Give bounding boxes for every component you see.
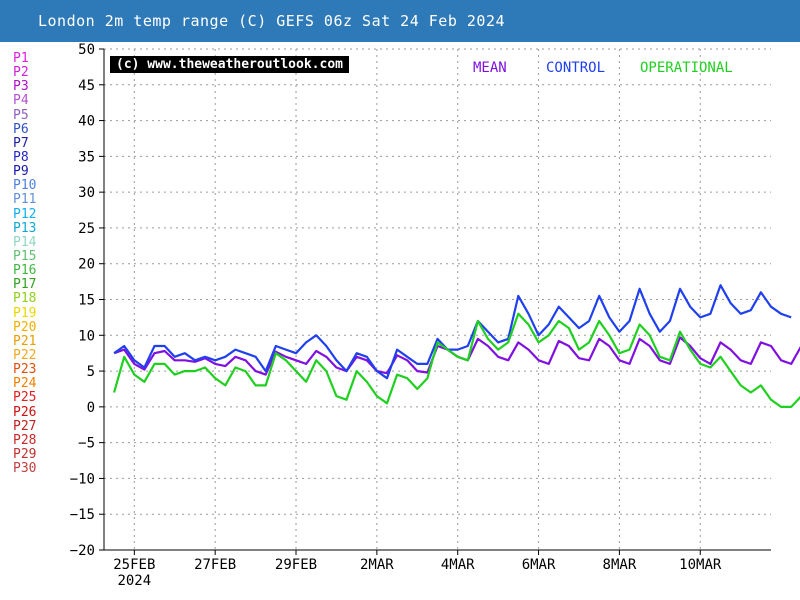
series-line-operational [113, 312, 800, 408]
x-tick-label: 2MAR [360, 557, 394, 573]
legend-member-p22: P22 [13, 347, 37, 363]
chart-header: London 2m temp range (C) GEFS 06z Sat 24… [0, 0, 800, 42]
y-tick-label: 10 [78, 328, 95, 344]
legend-member-p21: P21 [13, 333, 37, 349]
legend-member-p12: P12 [13, 206, 37, 222]
legend-member-p27: P27 [13, 418, 37, 434]
legend-member-p2: P2 [13, 65, 29, 81]
y-tick-label: −10 [70, 471, 95, 487]
y-tick-label: 15 [78, 293, 95, 309]
legend-member-p29: P29 [13, 446, 37, 462]
y-tick-label: 25 [78, 221, 95, 237]
legend-member-p26: P26 [13, 404, 37, 420]
y-tick-label: 40 [78, 114, 95, 130]
legend-member-p16: P16 [13, 263, 37, 279]
legend-member-p4: P4 [13, 93, 29, 109]
legend-member-p1: P1 [13, 51, 29, 66]
legend-member-p6: P6 [13, 121, 29, 137]
legend-member-p8: P8 [13, 149, 29, 165]
legend-member-p20: P20 [13, 319, 37, 335]
x-tick-label: 29FEB [275, 557, 317, 573]
y-tick-label: 0 [87, 400, 95, 416]
y-tick-label: −5 [78, 436, 95, 452]
legend-member-p25: P25 [13, 390, 37, 406]
legend-member-p30: P30 [13, 461, 37, 477]
legend-member-p28: P28 [13, 432, 37, 448]
x-tick-label: 4MAR [441, 557, 475, 573]
x-tick-label: 27FEB [194, 557, 236, 573]
y-tick-label: 30 [78, 185, 95, 201]
y-tick-label: 45 [78, 78, 95, 94]
legend-member-p18: P18 [13, 291, 37, 307]
legend-mean: MEAN [473, 60, 507, 76]
legend-member-p7: P7 [13, 135, 29, 151]
legend-member-p17: P17 [13, 277, 37, 293]
legend-member-p3: P3 [13, 79, 29, 95]
x-tick-label: 8MAR [603, 557, 637, 573]
legend-member-p23: P23 [13, 362, 37, 378]
legend-control: CONTROL [546, 60, 606, 76]
legend-member-p15: P15 [13, 248, 37, 264]
legend-member-p10: P10 [13, 178, 37, 194]
y-tick-label: −15 [70, 507, 95, 523]
copyright-label: (c) www.theweatheroutlook.com [110, 56, 349, 73]
legend-member-p14: P14 [13, 234, 37, 250]
legend-member-p5: P5 [13, 107, 29, 123]
legend-member-p11: P11 [13, 192, 37, 208]
y-tick-label: 20 [78, 257, 95, 273]
legend-member-p13: P13 [13, 220, 37, 236]
y-tick-label: 50 [78, 42, 95, 58]
member-legend: P1 P2 P3 P4 P5 P6 P7 P8 P9 P10 P11 P12 P13 P14 P15 P16 P… [13, 51, 53, 477]
x-tick-label: 25FEB [113, 557, 155, 573]
legend-operational: OPERATIONAL [640, 60, 733, 76]
series-line-control [113, 284, 792, 380]
x-tick-label: 10MAR [679, 557, 722, 573]
legend-member-p9: P9 [13, 164, 29, 180]
y-tick-label: −20 [70, 543, 95, 559]
x-tick-sublabel: 2024 [117, 573, 151, 589]
x-tick-label: 6MAR [522, 557, 556, 573]
chart-title: London 2m temp range (C) GEFS 06z Sat 24… [38, 12, 506, 30]
y-tick-label: 35 [78, 149, 95, 165]
legend-member-p24: P24 [13, 376, 37, 392]
y-tick-label: 5 [87, 364, 95, 380]
legend-member-p19: P19 [13, 305, 37, 321]
